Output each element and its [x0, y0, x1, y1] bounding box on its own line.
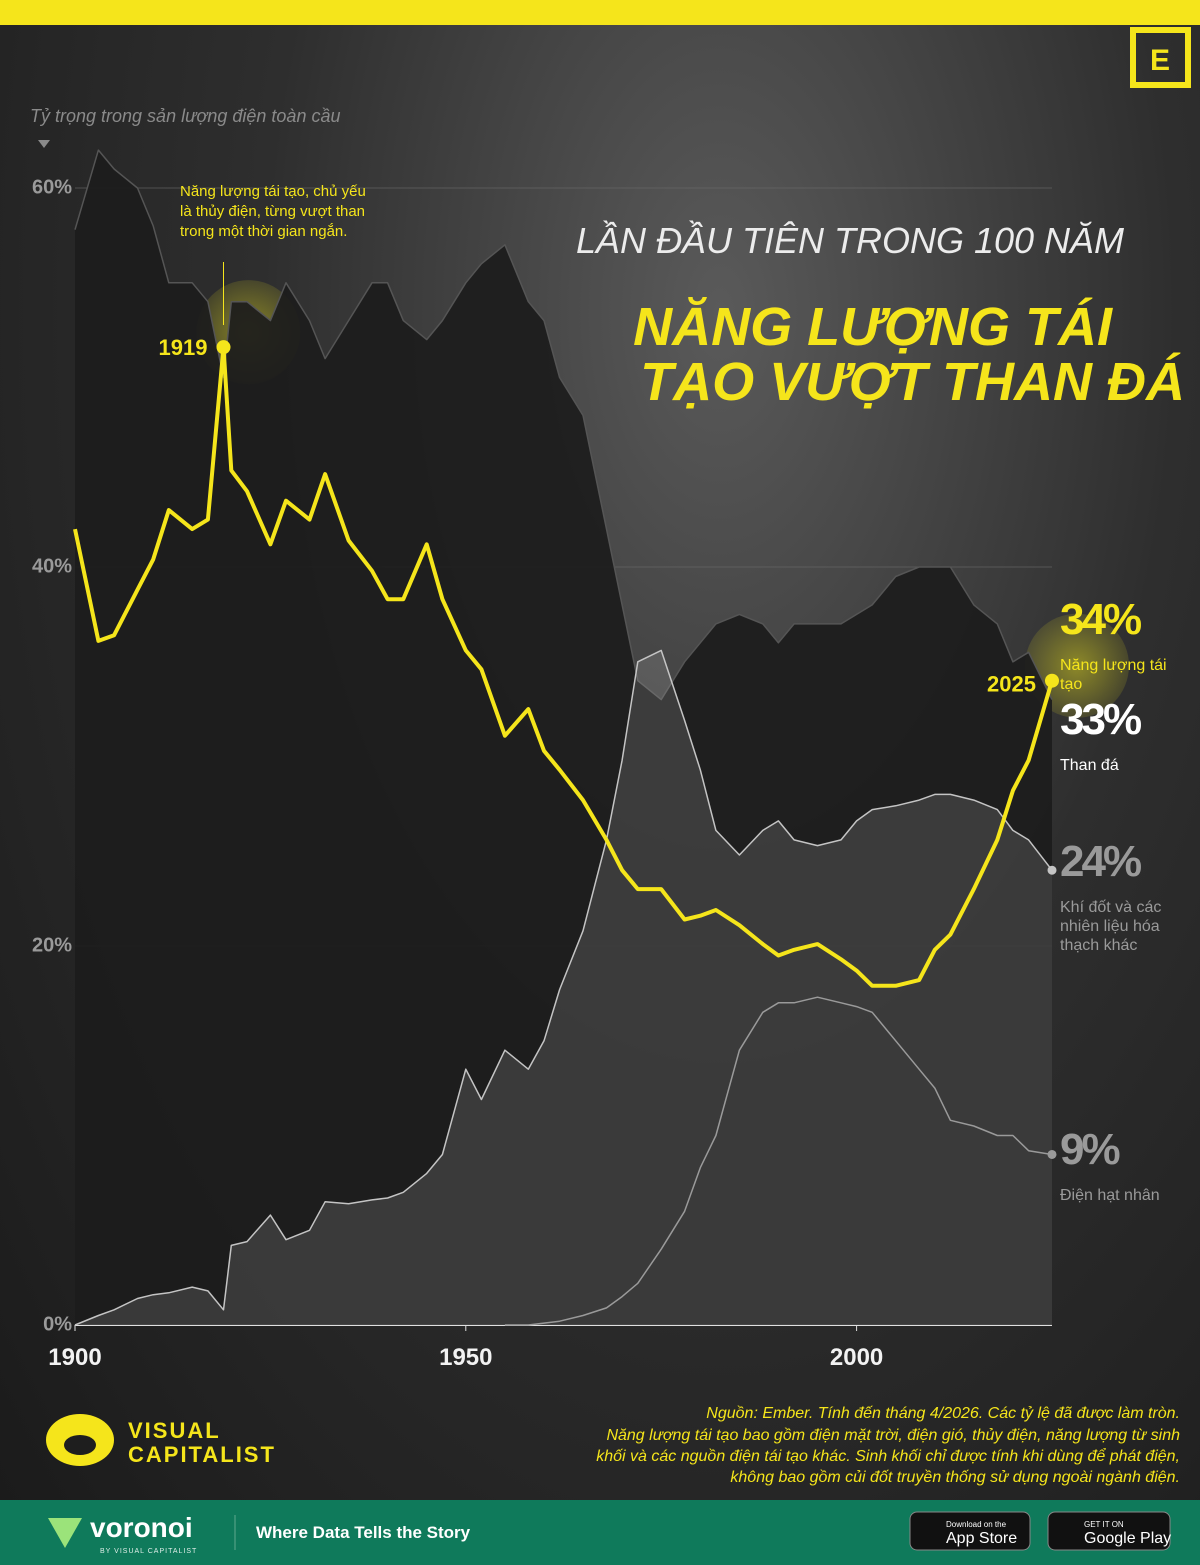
end-value-label: 9% [1060, 1125, 1121, 1174]
logo: VISUAL CAPITALIST [46, 1414, 276, 1467]
app-store-text: App Store [946, 1530, 1017, 1547]
point [1047, 865, 1057, 875]
footer-by: BY VISUAL CAPITALIST [100, 1548, 197, 1555]
headline-line: TẠO VƯỢT THAN ĐÁ [640, 352, 1185, 412]
series-line [73, 345, 1054, 988]
x-tick-label: 1900 [48, 1344, 101, 1371]
point [1045, 673, 1059, 688]
annotation-line: Năng lượng tái tạo, chủ yếu [180, 183, 366, 200]
y-tick-label: 0% [43, 1313, 72, 1335]
series-line [504, 996, 1053, 1326]
point-year-label: 1919 [159, 335, 208, 360]
footer-tagline: Where Data Tells the Story [256, 1523, 471, 1542]
highlight-glow [1025, 613, 1129, 718]
x-tick-label: 2000 [830, 1344, 883, 1371]
end-value-label: 34% [1060, 595, 1142, 644]
chart-title: LẦN ĐẦU TIÊN TRONG 100 NĂM [576, 220, 1124, 261]
app-store-button[interactable] [909, 1511, 1031, 1551]
source-line: Năng lượng tái tạo bao gồm điện mặt trời… [606, 1427, 1180, 1444]
corner-box [1130, 27, 1191, 88]
y-tick-label: 60% [32, 176, 72, 198]
logo-text: VISUAL [128, 1418, 221, 1443]
series-line [74, 649, 1053, 1326]
source-line: không bao gồm củi đốt truyền thống sử dụ… [730, 1469, 1180, 1486]
google-play-button[interactable] [1047, 1511, 1171, 1551]
point [216, 340, 231, 355]
y-tick-label: 20% [32, 934, 72, 956]
series-name: Năng lượng tái tạo [1060, 657, 1167, 693]
series-area [75, 150, 1052, 1326]
x-tick-label: 1950 [439, 1344, 492, 1371]
logo-mark [64, 1435, 96, 1455]
annotation-line: trong một thời gian ngắn. [180, 223, 347, 240]
footer-icon [48, 1518, 82, 1548]
end-value-label: 24% [1060, 837, 1142, 886]
point-year-label: 2025 [987, 672, 1036, 697]
source-notes: Nguồn: Ember. Tính đến tháng 4/2026. Các… [596, 1405, 1180, 1486]
axis-arrow [38, 140, 50, 148]
top-bar [0, 0, 1200, 25]
app-store-text: Download on the [946, 1520, 1007, 1529]
y-axis-label: Tỷ trọng trong sản lượng điện toàn cầu [30, 106, 340, 126]
series-line [74, 149, 1053, 701]
point [1047, 1149, 1057, 1159]
series-area [75, 650, 1052, 1325]
end-value-label: 33% [1060, 695, 1142, 744]
headline-line: NĂNG LƯỢNG TÁI [633, 297, 1113, 357]
annotation: Năng lượng tái tạo, chủ yếu là thủy điện… [180, 183, 366, 240]
series-name: Khí đốt và các nhiên liệu hóa thạch khác [1060, 899, 1162, 954]
y-tick-label: 40% [32, 555, 72, 577]
google-play-text: Google Play [1084, 1530, 1171, 1547]
google-play-text: GET IT ON [1084, 1520, 1124, 1529]
logo-text: CAPITALIST [128, 1442, 276, 1467]
footer-brand: voronoi [90, 1512, 193, 1543]
series-name: Điện hạt nhân [1060, 1187, 1160, 1204]
source-line: Nguồn: Ember. Tính đến tháng 4/2026. Các… [706, 1405, 1180, 1422]
plot: 0% 20% 40% 60% 1900 1950 2000 1919 2025 [32, 149, 1129, 1371]
footer: voronoi BY VISUAL CAPITALIST Where Data … [48, 1511, 1171, 1555]
series-name: Than đá [1060, 757, 1119, 774]
source-line: khối và các nguồn điện tái tạo khác. Sin… [596, 1447, 1180, 1465]
annotation-line: là thủy điện, từng vượt than [180, 203, 365, 220]
corner-mark: E [1150, 44, 1170, 77]
